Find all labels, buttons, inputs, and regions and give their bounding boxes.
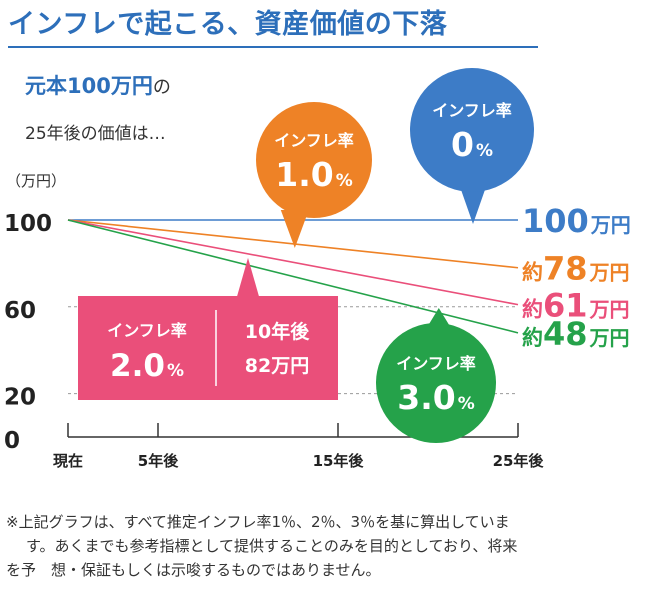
end-label-unit: 万円 xyxy=(589,298,630,322)
callout-circle xyxy=(376,323,496,443)
subtitle-line2: 25年後の価値は… xyxy=(25,124,166,144)
page-title: インフレで起こる、資産価値の下落 xyxy=(8,9,448,40)
y-tick-label: 20 xyxy=(4,385,36,411)
subtitle-suffix: の xyxy=(152,77,171,98)
callout-rate: 0% xyxy=(451,125,493,164)
callout-rate-value: 3.0 xyxy=(397,378,455,417)
callout-rate: 3.0% xyxy=(397,378,475,417)
callout-circle xyxy=(256,102,372,218)
end-label-prefix: 約 xyxy=(522,298,543,322)
callout-circle xyxy=(410,68,534,192)
callout-pointer xyxy=(459,184,487,224)
callout-rate-percent: % xyxy=(167,361,184,381)
footnote-line-1: ※上記グラフは、すべて推定インフレ率1％、2％、3％を基に算出していま xyxy=(6,513,510,531)
callout-rate-value: 0 xyxy=(451,125,474,164)
series-line xyxy=(67,219,519,306)
callout-pointer xyxy=(280,210,309,249)
x-tick-label: 現在 xyxy=(53,452,83,470)
end-label-prefix: 約 xyxy=(522,326,543,350)
callout-label: インフレ率 xyxy=(432,101,512,120)
callout-rate-percent: % xyxy=(336,171,353,191)
inflation-callout-0: インフレ率 0% xyxy=(410,68,534,224)
end-label-value: 78 xyxy=(543,250,588,288)
callout-rate: 2.0% xyxy=(110,348,184,384)
callout-label: インフレ率 xyxy=(274,131,354,150)
callout-label: インフレ率 xyxy=(107,321,187,340)
callout-pointer xyxy=(236,257,260,300)
subtitle: 元本100万円の xyxy=(25,70,171,100)
inflation-callout-2.0: インフレ率 2.0 % 10年後 82万円 xyxy=(78,257,338,400)
end-label-value: 100 xyxy=(522,202,589,240)
footnote-line-3: を予 想・保証もしくは示唆するものではありません。 xyxy=(6,561,381,579)
y-tick-label: 60 xyxy=(4,298,36,324)
title-divider xyxy=(8,46,538,48)
footnote-line-2: す。あくまでも参考指標として提供することのみを目的としており、将来 xyxy=(26,537,518,555)
callout-rate: 1.0% xyxy=(275,155,353,194)
end-label-unit: 万円 xyxy=(590,213,631,237)
end-label: 約61 万円 xyxy=(522,287,630,325)
footnote: ※上記グラフは、すべて推定インフレ率1％、2％、3％を基に算出していま す。あく… xyxy=(6,510,646,582)
x-tick-label: 25年後 xyxy=(493,452,545,470)
x-tick-label: 15年後 xyxy=(313,452,365,470)
series-line xyxy=(67,219,519,269)
callout-rate-percent: % xyxy=(458,394,475,414)
y-tick-label: 100 xyxy=(4,211,52,237)
end-label-unit: 万円 xyxy=(589,326,630,350)
callout-note-line1: 10年後 xyxy=(245,320,310,343)
end-label-value: 61 xyxy=(543,287,588,325)
callout-note-line2: 82万円 xyxy=(245,355,309,377)
end-label-prefix: 約 xyxy=(522,261,543,285)
end-label-unit: 万円 xyxy=(589,261,630,285)
y-axis-unit-label: （万円） xyxy=(6,172,67,190)
callout-rate-value: 2.0 xyxy=(110,348,165,384)
end-label: 約48 万円 xyxy=(522,315,630,353)
subtitle-main: 元本100万円 xyxy=(25,74,153,98)
inflation-callout-3.0: インフレ率 3.0% xyxy=(376,307,496,443)
inflation-callout-1.0: インフレ率 1.0% xyxy=(256,102,372,249)
series-line xyxy=(67,219,519,334)
callout-box xyxy=(78,296,338,400)
end-label: 100 万円 xyxy=(522,202,631,240)
y-tick-label: 0 xyxy=(4,428,20,454)
x-tick-label: 5年後 xyxy=(138,452,179,470)
end-label-value: 48 xyxy=(543,315,588,353)
callout-label: インフレ率 xyxy=(396,354,476,373)
end-label: 約78 万円 xyxy=(522,250,630,288)
callout-rate-percent: % xyxy=(476,141,493,161)
callout-rate-value: 1.0 xyxy=(275,155,333,194)
